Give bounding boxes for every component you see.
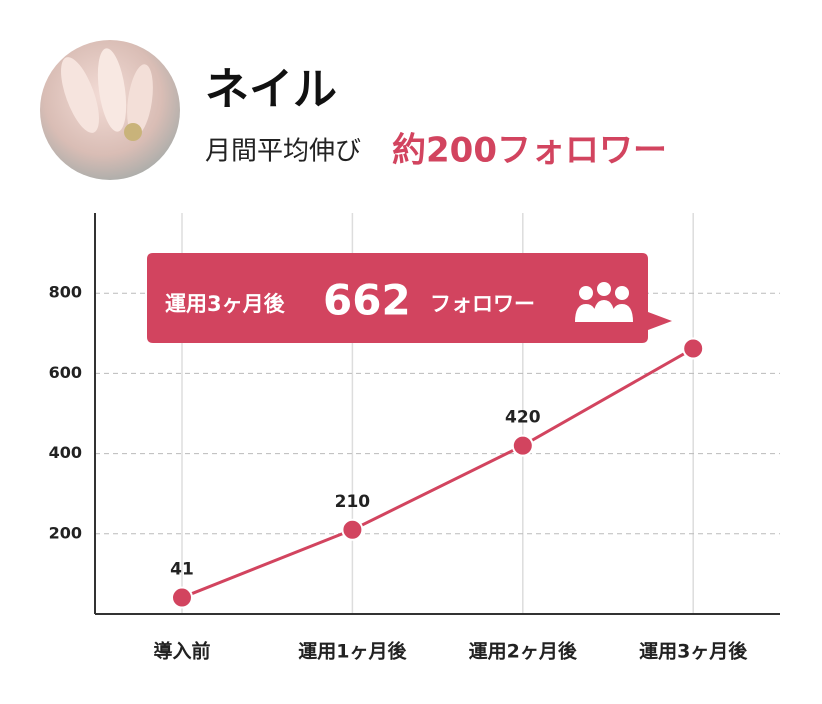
subtitle: 月間平均伸び <box>205 137 361 167</box>
x-tick-label: 運用2ヶ月後 <box>469 640 578 663</box>
point <box>171 586 193 609</box>
y-tick-label: 200 <box>49 523 82 542</box>
callout-value: 662 <box>323 276 411 325</box>
line <box>181 347 694 599</box>
data-label: 420 <box>505 408 541 428</box>
point <box>682 337 705 360</box>
callout: 運用3ヶ月後 662 フォロワー <box>147 253 672 343</box>
title: ネイル <box>205 64 337 115</box>
x-tick-label: 運用1ヶ月後 <box>298 640 407 663</box>
point <box>511 434 534 457</box>
icon-head <box>579 286 593 300</box>
point <box>341 518 364 541</box>
icon-body <box>575 304 597 322</box>
x-tick-label: 導入前 <box>153 640 210 663</box>
y-tick-label: 800 <box>49 283 82 302</box>
avatar <box>40 40 180 180</box>
x-tick-label: 運用3ヶ月後 <box>639 640 748 663</box>
callout-box <box>147 253 672 343</box>
data-label: 41 <box>170 560 194 580</box>
icon-head <box>615 286 629 300</box>
people-icon <box>575 282 633 322</box>
data-label: 210 <box>335 492 371 512</box>
icon-body <box>611 304 633 322</box>
subtitle-highlight: 約200フォロワー <box>392 131 667 171</box>
icon-head <box>597 282 611 296</box>
icon-body <box>593 300 615 322</box>
callout-prefix: 運用3ヶ月後 <box>165 292 286 316</box>
y-tick-label: 400 <box>49 443 82 462</box>
callout-suffix: フォロワー <box>430 292 535 316</box>
y-tick-label: 600 <box>49 363 82 382</box>
